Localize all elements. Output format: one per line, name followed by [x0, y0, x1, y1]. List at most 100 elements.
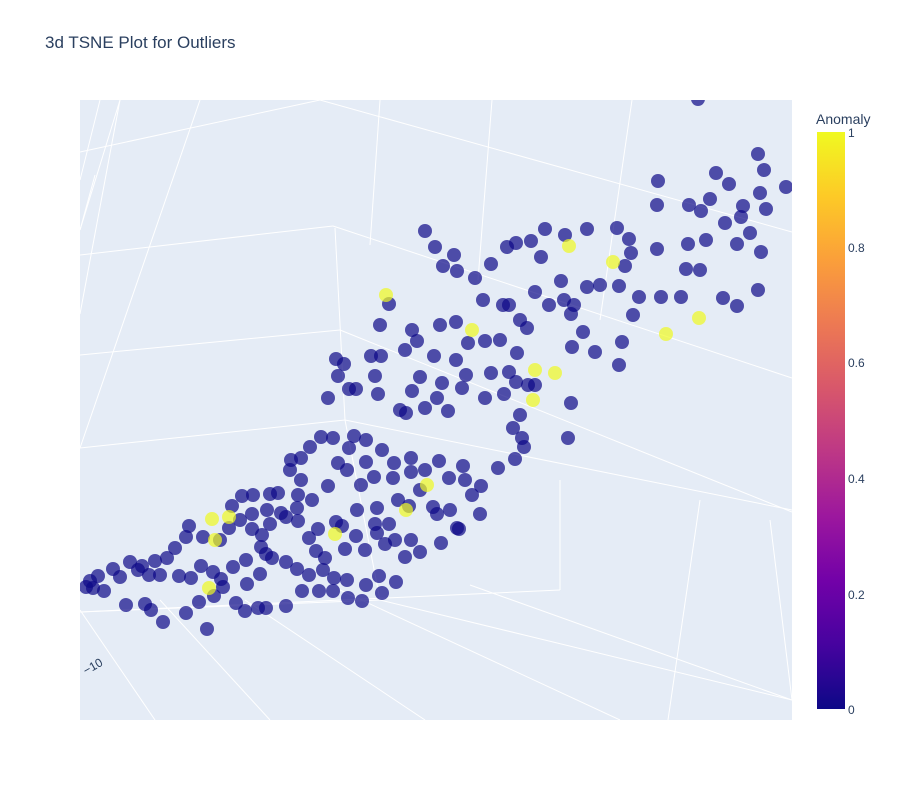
normal-point[interactable]	[520, 321, 534, 335]
normal-point[interactable]	[326, 431, 340, 445]
normal-point[interactable]	[338, 542, 352, 556]
normal-point[interactable]	[435, 376, 449, 390]
normal-point[interactable]	[378, 537, 392, 551]
normal-point[interactable]	[291, 488, 305, 502]
normal-point[interactable]	[558, 228, 572, 242]
normal-point[interactable]	[331, 369, 345, 383]
normal-point[interactable]	[246, 488, 260, 502]
anomaly-point[interactable]	[420, 478, 434, 492]
normal-point[interactable]	[430, 391, 444, 405]
normal-point[interactable]	[650, 198, 664, 212]
normal-point[interactable]	[375, 586, 389, 600]
normal-point[interactable]	[779, 180, 793, 194]
normal-point[interactable]	[302, 531, 316, 545]
normal-point[interactable]	[342, 441, 356, 455]
normal-point[interactable]	[730, 299, 744, 313]
normal-point[interactable]	[694, 204, 708, 218]
normal-point[interactable]	[405, 384, 419, 398]
normal-point[interactable]	[484, 366, 498, 380]
anomaly-point[interactable]	[526, 393, 540, 407]
normal-point[interactable]	[364, 349, 378, 363]
normal-point[interactable]	[398, 343, 412, 357]
normal-point[interactable]	[404, 533, 418, 547]
normal-point[interactable]	[436, 259, 450, 273]
normal-point[interactable]	[314, 430, 328, 444]
normal-point[interactable]	[612, 279, 626, 293]
normal-point[interactable]	[370, 501, 384, 515]
normal-point[interactable]	[458, 473, 472, 487]
normal-point[interactable]	[508, 452, 522, 466]
normal-point[interactable]	[387, 456, 401, 470]
normal-point[interactable]	[447, 248, 461, 262]
normal-point[interactable]	[413, 545, 427, 559]
normal-point[interactable]	[179, 530, 193, 544]
normal-point[interactable]	[404, 465, 418, 479]
normal-point[interactable]	[253, 567, 267, 581]
normal-point[interactable]	[238, 604, 252, 618]
normal-point[interactable]	[528, 285, 542, 299]
normal-point[interactable]	[329, 515, 343, 529]
normal-point[interactable]	[349, 382, 363, 396]
normal-point[interactable]	[622, 232, 636, 246]
normal-point[interactable]	[160, 551, 174, 565]
normal-point[interactable]	[718, 216, 732, 230]
anomaly-point[interactable]	[208, 533, 222, 547]
normal-point[interactable]	[283, 463, 297, 477]
normal-point[interactable]	[374, 349, 388, 363]
normal-point[interactable]	[561, 431, 575, 445]
normal-point[interactable]	[119, 598, 133, 612]
normal-point[interactable]	[418, 401, 432, 415]
normal-point[interactable]	[413, 370, 427, 384]
normal-point[interactable]	[751, 147, 765, 161]
normal-point[interactable]	[759, 202, 773, 216]
normal-point[interactable]	[452, 522, 466, 536]
anomaly-point[interactable]	[548, 366, 562, 380]
normal-point[interactable]	[730, 237, 744, 251]
normal-point[interactable]	[79, 580, 93, 594]
normal-point[interactable]	[593, 278, 607, 292]
normal-point[interactable]	[534, 250, 548, 264]
normal-point[interactable]	[194, 559, 208, 573]
anomaly-point[interactable]	[202, 581, 216, 595]
normal-point[interactable]	[327, 571, 341, 585]
normal-point[interactable]	[650, 242, 664, 256]
normal-point[interactable]	[442, 471, 456, 485]
normal-point[interactable]	[359, 578, 373, 592]
normal-point[interactable]	[184, 571, 198, 585]
normal-point[interactable]	[131, 563, 145, 577]
normal-point[interactable]	[240, 577, 254, 591]
anomaly-point[interactable]	[692, 311, 706, 325]
normal-point[interactable]	[106, 562, 120, 576]
normal-point[interactable]	[391, 493, 405, 507]
normal-point[interactable]	[654, 290, 668, 304]
normal-point[interactable]	[674, 290, 688, 304]
normal-point[interactable]	[290, 562, 304, 576]
normal-point[interactable]	[354, 478, 368, 492]
normal-point[interactable]	[461, 336, 475, 350]
normal-point[interactable]	[144, 603, 158, 617]
normal-point[interactable]	[359, 455, 373, 469]
normal-point[interactable]	[359, 433, 373, 447]
normal-point[interactable]	[753, 186, 767, 200]
normal-point[interactable]	[517, 440, 531, 454]
normal-point[interactable]	[386, 471, 400, 485]
normal-point[interactable]	[491, 461, 505, 475]
normal-point[interactable]	[743, 226, 757, 240]
anomaly-point[interactable]	[222, 510, 236, 524]
normal-point[interactable]	[651, 174, 665, 188]
normal-point[interactable]	[371, 387, 385, 401]
normal-point[interactable]	[474, 479, 488, 493]
normal-point[interactable]	[449, 353, 463, 367]
anomaly-point[interactable]	[205, 512, 219, 526]
normal-point[interactable]	[624, 246, 638, 260]
normal-point[interactable]	[456, 459, 470, 473]
normal-point[interactable]	[179, 606, 193, 620]
normal-point[interactable]	[580, 280, 594, 294]
normal-point[interactable]	[430, 507, 444, 521]
anomaly-point[interactable]	[528, 363, 542, 377]
normal-point[interactable]	[368, 369, 382, 383]
anomaly-point[interactable]	[379, 288, 393, 302]
normal-point[interactable]	[465, 488, 479, 502]
normal-point[interactable]	[347, 429, 361, 443]
normal-point[interactable]	[318, 551, 332, 565]
